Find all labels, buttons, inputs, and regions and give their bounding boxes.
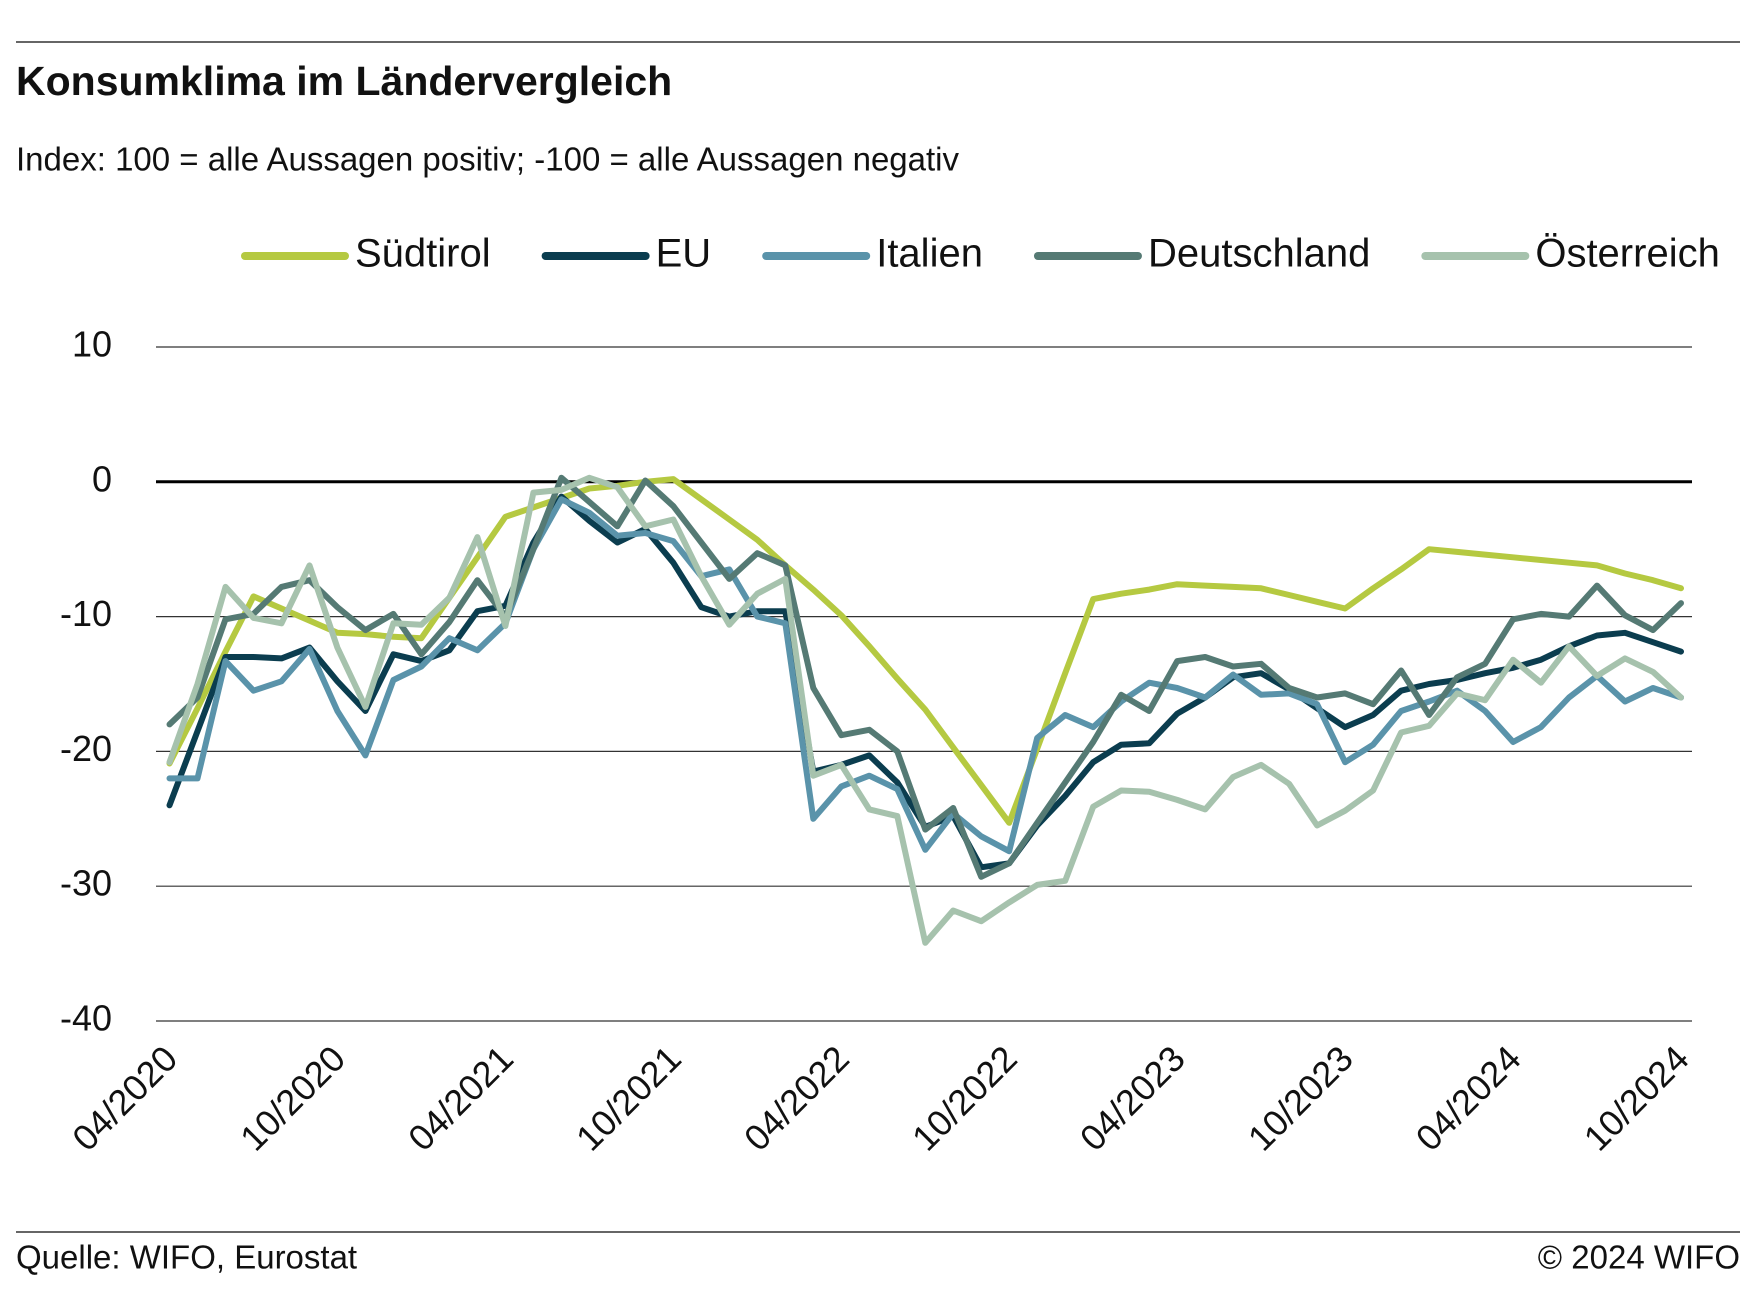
x-tick-label: 10/2021 xyxy=(568,1038,689,1159)
legend-label: Deutschland xyxy=(1148,232,1370,276)
y-tick-label: -40 xyxy=(60,998,112,1039)
y-tick-label: -20 xyxy=(60,728,112,769)
series-line xyxy=(166,476,1684,826)
legend-label: EU xyxy=(656,232,712,276)
x-tick-label: 10/2024 xyxy=(1576,1038,1697,1159)
series-line xyxy=(166,474,1684,946)
y-tick-label: -30 xyxy=(60,863,112,904)
x-tick-label: 04/2024 xyxy=(1408,1038,1529,1159)
x-tick-label: 10/2020 xyxy=(232,1038,353,1159)
source: Quelle: WIFO, Eurostat xyxy=(16,1239,357,1276)
y-tick-label: 10 xyxy=(72,324,112,365)
x-tick-label: 04/2021 xyxy=(400,1038,521,1159)
legend-label: Südtirol xyxy=(355,232,491,276)
x-tick-label: 10/2022 xyxy=(904,1038,1025,1159)
x-tick-label: 10/2023 xyxy=(1240,1038,1361,1159)
y-tick-label: 0 xyxy=(92,458,112,499)
x-tick-label: 04/2022 xyxy=(736,1038,857,1159)
chart-title: Konsumklima im Ländervergleich xyxy=(16,58,672,104)
y-tick-label: -10 xyxy=(60,593,112,634)
series-line xyxy=(166,474,1684,880)
copyright: © 2024 WIFO xyxy=(1538,1239,1740,1276)
x-tick-label: 04/2023 xyxy=(1072,1038,1193,1159)
chart-subtitle: Index: 100 = alle Aussagen positiv; -100… xyxy=(16,141,959,178)
x-tick-label: 04/2020 xyxy=(64,1038,185,1159)
legend-label: Italien xyxy=(876,232,983,276)
legend-label: Österreich xyxy=(1535,232,1720,276)
series-line xyxy=(166,496,1684,855)
